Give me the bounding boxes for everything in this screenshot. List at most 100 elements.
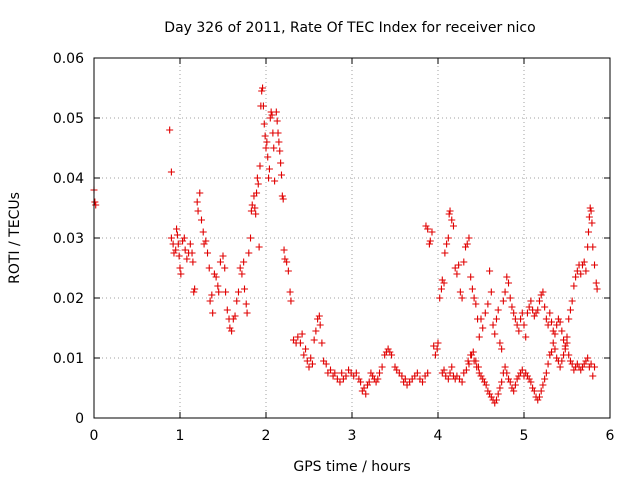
data-point (587, 207, 595, 215)
data-point (259, 84, 267, 92)
data-point (480, 378, 488, 386)
y-axis-title: ROTI / TECUs (7, 192, 23, 284)
data-point (229, 315, 237, 323)
data-point (522, 369, 530, 377)
plot-frame (93, 57, 611, 419)
data-point (525, 303, 533, 311)
data-point (492, 396, 500, 404)
y-tick-labels: 0 0.01 0.02 0.03 0.04 0.05 0.06 (53, 51, 84, 427)
data-point (558, 327, 566, 335)
data-point (472, 357, 480, 365)
data-point (572, 273, 580, 281)
data-point (384, 345, 392, 353)
data-point (570, 282, 578, 290)
data-point (582, 357, 590, 365)
data-point (492, 315, 500, 323)
data-point (542, 369, 550, 377)
y-tick-label: 0.05 (53, 111, 84, 127)
data-point (208, 291, 216, 299)
data-point (587, 360, 595, 368)
data-point (327, 366, 334, 374)
data-point (277, 171, 285, 179)
data-points (90, 84, 601, 407)
data-point (196, 189, 204, 197)
data-point (578, 261, 586, 269)
data-point (216, 258, 224, 266)
data-point (455, 261, 463, 269)
data-point (561, 342, 569, 350)
data-point (363, 381, 371, 389)
data-point (475, 333, 483, 341)
data-point (273, 117, 281, 125)
y-tick-label: 0.01 (53, 351, 84, 367)
data-point (513, 321, 521, 329)
data-point (549, 339, 557, 347)
data-point (286, 288, 294, 296)
data-point (474, 363, 482, 371)
data-point (179, 237, 187, 245)
data-point (209, 309, 217, 317)
data-point (535, 297, 543, 305)
data-point (381, 351, 389, 359)
data-point (270, 144, 278, 152)
data-point (534, 396, 542, 404)
data-point (551, 345, 559, 353)
data-point (588, 219, 596, 227)
data-point (573, 360, 581, 368)
data-point (238, 270, 246, 278)
data-point (539, 288, 547, 296)
data-point (481, 309, 489, 317)
data-point (194, 207, 202, 215)
data-point (231, 312, 239, 320)
data-point (539, 381, 547, 389)
data-point (386, 348, 394, 356)
x-tick-label: 0 (90, 428, 99, 444)
data-point (280, 246, 288, 254)
chart-title: Day 326 of 2011, Rate Of TEC Index for r… (164, 20, 535, 36)
data-point (190, 288, 198, 296)
data-point (247, 207, 255, 215)
x-tick-label: 6 (606, 428, 615, 444)
data-point (173, 225, 181, 233)
data-point (520, 321, 528, 329)
data-point (215, 288, 223, 296)
y-tick-label: 0 (75, 411, 84, 427)
data-point (510, 387, 518, 395)
data-point (271, 177, 279, 185)
data-point (352, 369, 360, 377)
data-point (167, 168, 175, 176)
data-point (275, 138, 283, 146)
data-point (448, 216, 456, 224)
data-point (221, 264, 229, 272)
data-point (91, 198, 99, 206)
data-point (243, 309, 251, 317)
data-point (176, 264, 184, 272)
data-point (424, 225, 432, 233)
data-point (214, 282, 222, 290)
data-point (449, 222, 457, 230)
data-point (549, 327, 557, 335)
data-point (263, 138, 271, 146)
data-point (252, 210, 260, 218)
data-point (308, 360, 316, 368)
data-point (305, 363, 313, 371)
data-point (501, 363, 509, 371)
data-point (318, 339, 326, 347)
data-point (503, 273, 511, 281)
data-point (296, 339, 304, 347)
data-point (188, 249, 196, 257)
data-point (287, 297, 295, 305)
data-point (515, 327, 523, 335)
data-point (446, 207, 454, 215)
data-point (234, 288, 242, 296)
data-point (443, 240, 451, 248)
data-point (484, 387, 492, 395)
data-point (479, 375, 487, 383)
data-point (367, 369, 375, 377)
data-point (369, 372, 377, 380)
data-point (300, 351, 308, 359)
data-point (570, 366, 578, 374)
data-point (434, 339, 442, 347)
data-point (199, 228, 207, 236)
data-point (491, 330, 499, 338)
